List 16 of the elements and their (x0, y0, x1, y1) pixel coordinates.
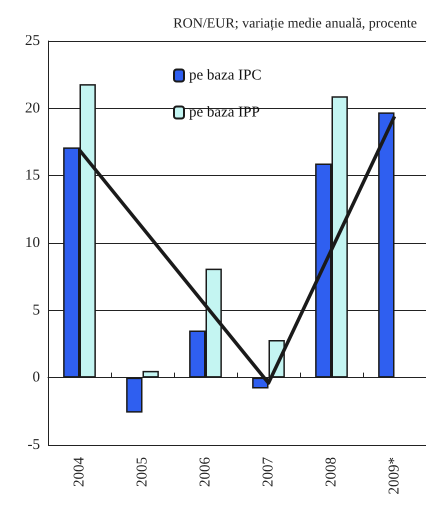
y-tick-label: 25 (25, 33, 40, 49)
x-tick-label: 2004 (72, 456, 88, 487)
y-tick-label: 10 (25, 235, 40, 251)
x-tick-label: 2006 (198, 456, 214, 487)
legend-label: pe baza IPC (189, 68, 262, 84)
x-tick-label: 2005 (134, 457, 150, 487)
y-tick-label: 0 (32, 370, 40, 386)
y-tick-label: -5 (28, 437, 40, 453)
y-tick-label: 5 (32, 302, 40, 318)
chart-subtitle: RON/EUR; variație medie anuală, procente (173, 16, 418, 32)
y-tick-label: 20 (25, 100, 40, 116)
x-tick-label: 2009* (386, 457, 402, 494)
legend-label: pe baza IPP (189, 104, 260, 120)
x-tick-label: 2007 (260, 456, 276, 487)
y-tick-label: 15 (25, 168, 40, 184)
x-tick-label: 2008 (324, 457, 340, 487)
